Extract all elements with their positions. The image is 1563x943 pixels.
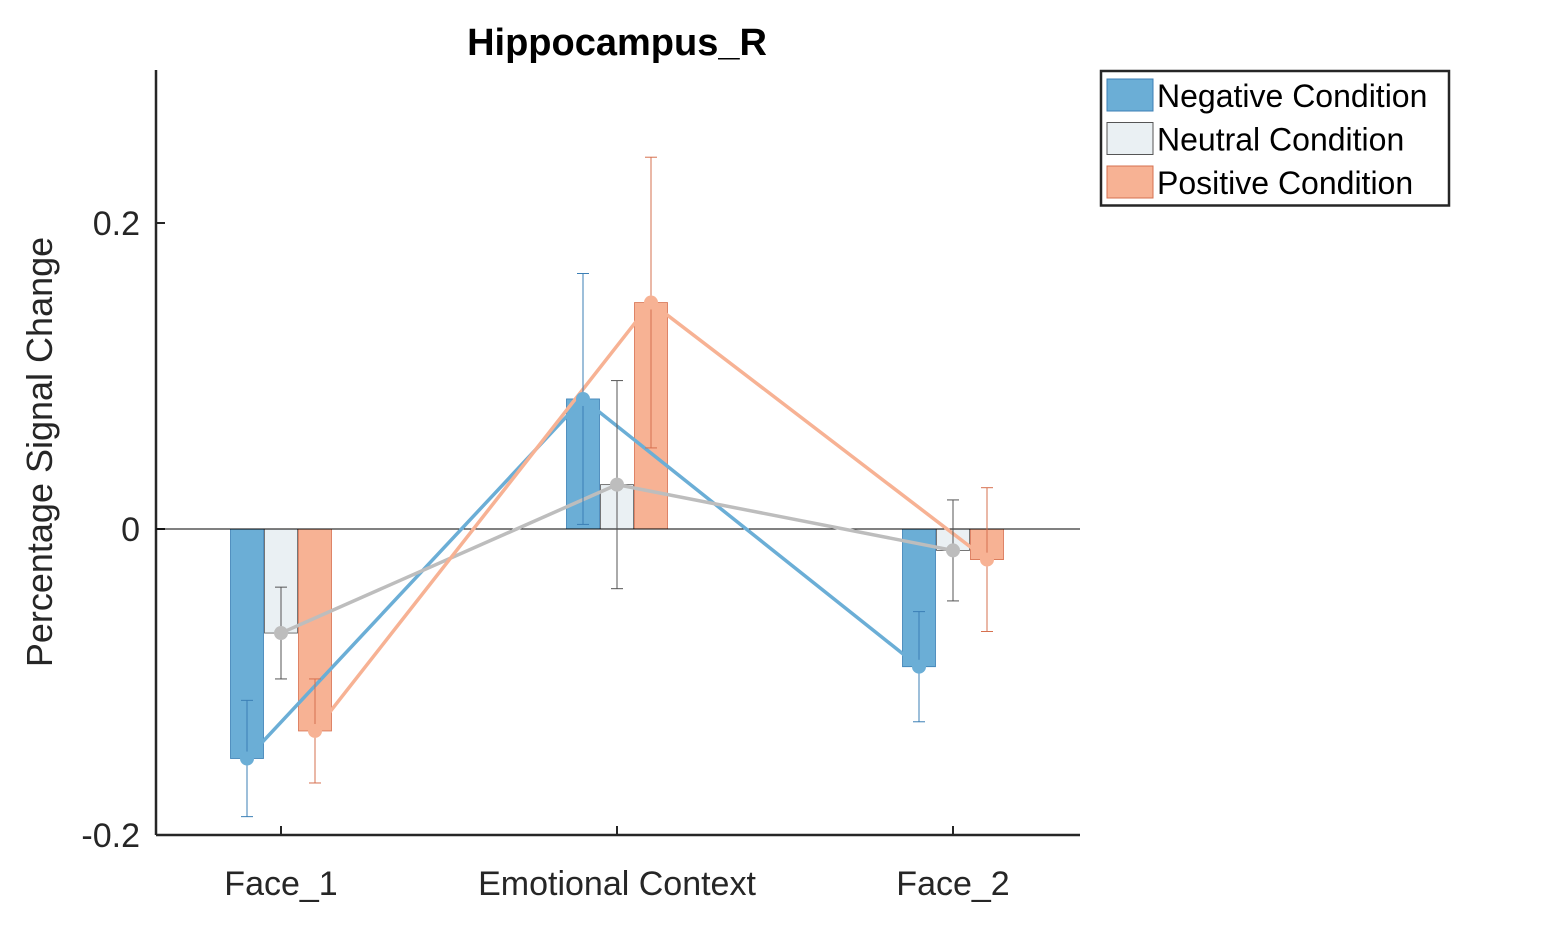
legend-swatch xyxy=(1106,78,1154,112)
series-marker xyxy=(308,723,322,738)
series-marker xyxy=(240,751,254,766)
legend-swatch xyxy=(1106,122,1154,155)
series-marker xyxy=(912,659,926,674)
legend-box xyxy=(1099,69,1451,207)
y-tick-label: 0.2 xyxy=(93,205,140,243)
series-marker xyxy=(576,391,590,406)
legend-label: Positive Condition xyxy=(1157,165,1413,201)
y-tick-label: 0 xyxy=(121,511,140,549)
chart-title: Hippocampus_R xyxy=(467,22,767,64)
y-tick-label: -0.2 xyxy=(81,817,140,855)
x-tick-label: Emotional Context xyxy=(478,865,756,903)
series-marker xyxy=(610,477,624,492)
y-axis-label: Percentage Signal Change xyxy=(19,237,60,667)
plot-area: -0.2 0 0.2 Face_1 Emotional Context Face_2 xyxy=(81,70,1080,903)
x-tick-label: Face_1 xyxy=(224,865,337,903)
series-marker xyxy=(644,295,658,310)
series-marker xyxy=(980,552,994,567)
series-marker xyxy=(946,543,960,558)
legend-label: Negative Condition xyxy=(1157,78,1427,114)
legend-swatch xyxy=(1106,165,1154,199)
x-tick-label: Face_2 xyxy=(896,865,1009,903)
legend: Negative Condition Neutral Condition Posit… xyxy=(1099,69,1451,207)
series-marker xyxy=(274,626,288,641)
legend-label: Neutral Condition xyxy=(1157,122,1404,158)
